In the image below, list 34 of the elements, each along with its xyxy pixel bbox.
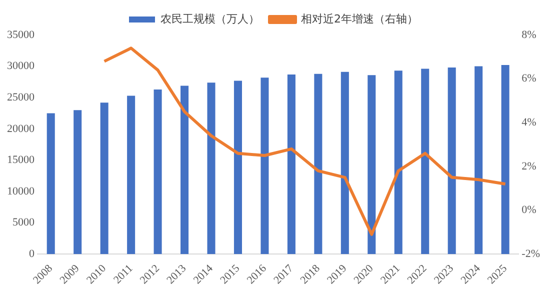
y2-tick-label: 0% [522, 204, 536, 216]
bar [314, 74, 322, 254]
bar [394, 70, 402, 254]
legend-label: 相对近2年增速（右轴） [301, 12, 418, 26]
bar [421, 68, 430, 254]
y-tick-label: 10000 [7, 185, 35, 198]
bar [474, 66, 483, 254]
y-tick-label: 15000 [7, 154, 35, 166]
y2-tick-label: 8% [522, 28, 536, 41]
bar [46, 113, 55, 254]
bar [154, 89, 162, 254]
y-tick-label: 35000 [7, 28, 35, 41]
bar [207, 82, 216, 254]
legend-label: 农民工规模（万人） [160, 12, 260, 26]
y2-tick-label: 2% [522, 160, 536, 172]
bar [448, 68, 456, 254]
bar [260, 78, 269, 254]
bar [287, 74, 296, 254]
y-tick-label: 25000 [7, 91, 35, 104]
y-tick-label: 30000 [7, 60, 35, 72]
y2-tick-label: 6% [522, 72, 536, 85]
y-tick-label: 20000 [7, 122, 35, 135]
bar [100, 102, 108, 254]
y2-tick-label: -2% [522, 248, 540, 260]
bar [127, 96, 136, 254]
bar [368, 75, 376, 254]
bar [340, 72, 349, 254]
bar [180, 86, 189, 254]
bar [234, 80, 242, 254]
bar [501, 65, 510, 254]
y-tick-label: 5000 [12, 216, 35, 229]
bar [74, 110, 82, 254]
y-tick-label: 0 [29, 248, 35, 260]
y2-tick-label: 4% [522, 116, 536, 129]
